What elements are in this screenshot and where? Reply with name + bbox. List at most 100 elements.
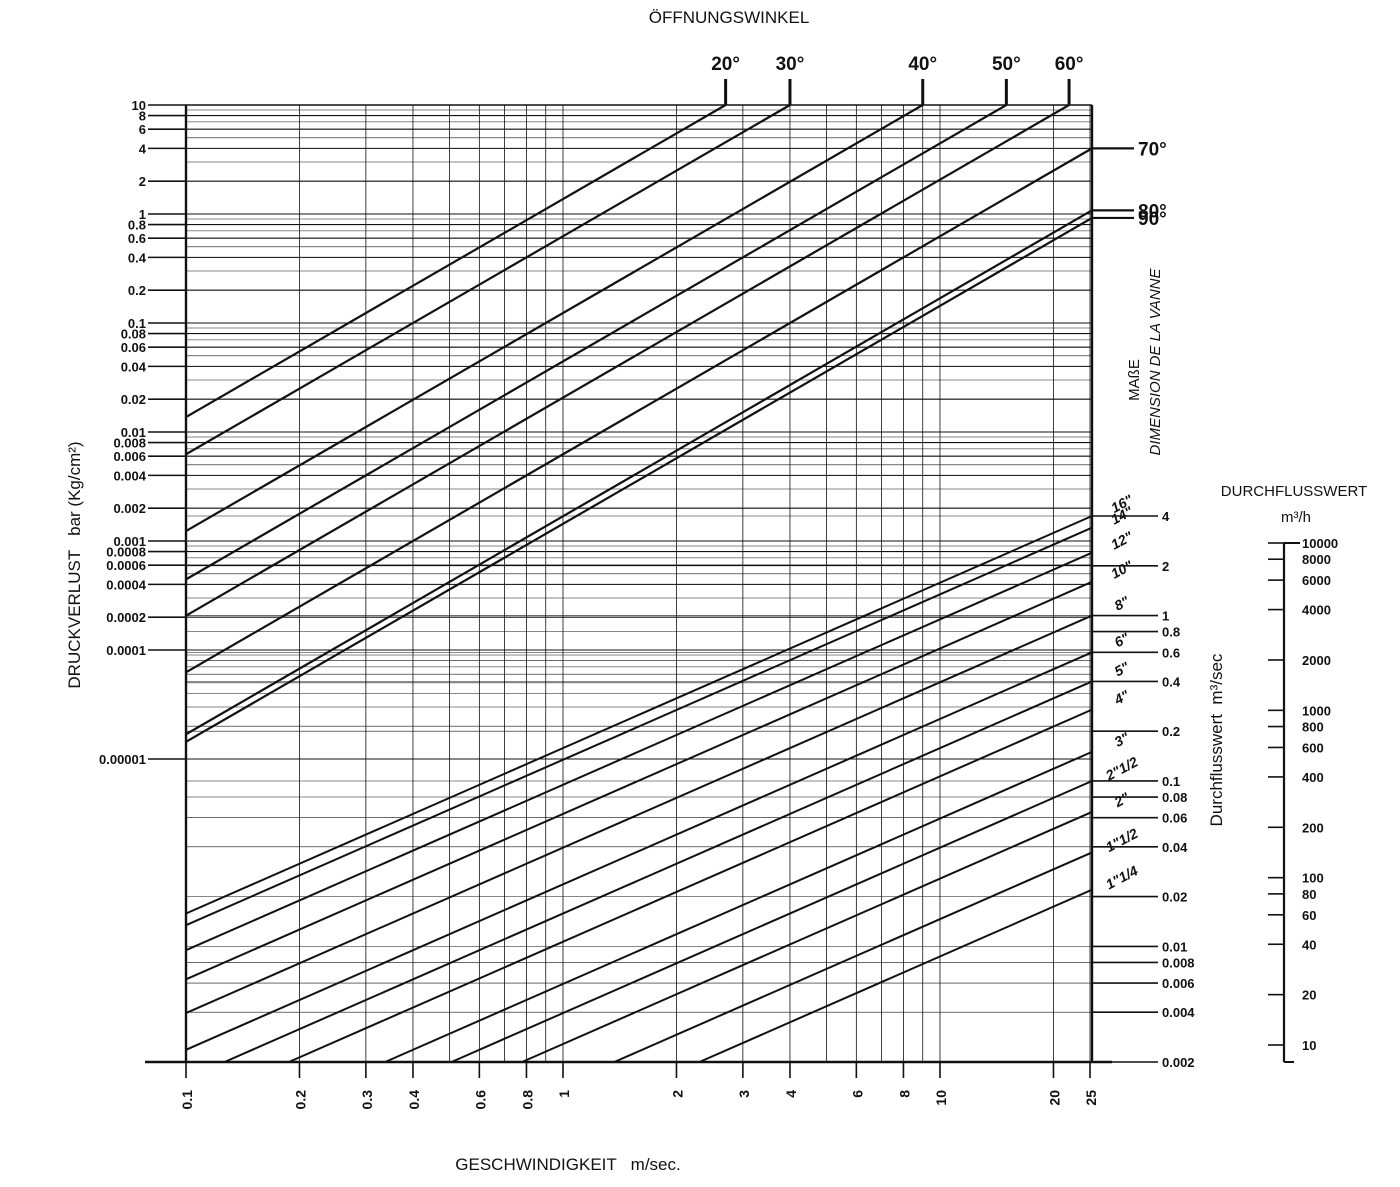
y-tick-label: 0.0004 — [106, 577, 147, 592]
flow-tick-label: 0.01 — [1162, 939, 1187, 954]
x-tick-label: 6 — [849, 1090, 865, 1098]
y-tick-label: 0.04 — [121, 359, 147, 374]
valve-size-line — [288, 708, 1093, 1063]
axes-layer — [145, 79, 1300, 1078]
valve-size-line — [185, 651, 1093, 1051]
valve-size-line — [185, 515, 1093, 915]
flow-tick-label: 0.2 — [1162, 724, 1180, 739]
m3h-tick-label: 2000 — [1302, 653, 1331, 668]
valve-size-label: 3" — [1112, 729, 1133, 750]
flow-tick-label: 0.006 — [1162, 976, 1195, 991]
tick-labels-layer: 10864210.80.60.40.20.10.080.060.040.020.… — [99, 54, 1338, 1109]
flow-tick-label: 0.6 — [1162, 645, 1180, 660]
x-tick-label: 0.6 — [472, 1090, 488, 1110]
y-tick-label: 0.0008 — [106, 545, 146, 560]
y-tick-label: 0.8 — [128, 218, 146, 233]
flow-value-title: DURCHFLUSSWERT — [1221, 483, 1367, 500]
y-tick-label: 0.001 — [113, 534, 146, 549]
flow-value-unit: m³/h — [1281, 509, 1311, 526]
angle-label: 20° — [711, 54, 740, 75]
y-axis-label: DRUCKVERLUST bar (Kg/cm²) — [65, 441, 84, 688]
x-tick-label: 0.1 — [179, 1090, 195, 1110]
m3h-tick-label: 20 — [1302, 988, 1316, 1003]
valve-size-label: 10" — [1108, 557, 1135, 582]
opening-angle-line — [185, 104, 924, 532]
m3h-tick-label: 6000 — [1302, 573, 1331, 588]
m3h-tick-label: 80 — [1302, 887, 1316, 902]
y-tick-label: 0.0002 — [106, 610, 146, 625]
opening-angle-line — [185, 147, 1093, 674]
opening-angle-line — [185, 104, 1070, 617]
angle-label: 70° — [1138, 139, 1167, 160]
valve-size-line — [613, 851, 1093, 1063]
valve-size-label: 5" — [1112, 658, 1133, 679]
x-tick-label: 0.4 — [406, 1090, 422, 1110]
y-tick-label: 0.00001 — [99, 752, 146, 767]
x-tick-label: 3 — [736, 1090, 752, 1098]
y-tick-label: 4 — [139, 141, 147, 156]
y-tick-label: 0.1 — [128, 316, 146, 331]
flow-tick-label: 0.04 — [1162, 840, 1188, 855]
opening-angle-line — [185, 104, 791, 456]
m3h-tick-label: 400 — [1302, 770, 1324, 785]
y-tick-label: 0.01 — [121, 425, 146, 440]
valve-size-line — [185, 526, 1093, 927]
flow-tick-label: 2 — [1162, 559, 1169, 574]
chart-title: ÖFFNUNGSWINKEL — [649, 8, 810, 27]
y-tick-label: 2 — [139, 174, 146, 189]
y-tick-label: 0.008 — [113, 436, 146, 451]
valve-size-line — [185, 614, 1093, 1015]
valve-size-label: 6" — [1112, 629, 1133, 650]
valve-size-label: 1"1/4 — [1103, 862, 1141, 892]
x-tick-label: 0.2 — [292, 1090, 308, 1110]
m3h-tick-label: 60 — [1302, 908, 1316, 923]
m3h-tick-label: 4000 — [1302, 603, 1331, 618]
valve-size-label: 8" — [1112, 593, 1133, 614]
y-tick-label: 0.006 — [113, 449, 146, 464]
y-tick-label: 0.6 — [128, 231, 146, 246]
x-tick-label: 20 — [1046, 1090, 1062, 1106]
y-tick-label: 0.0006 — [106, 558, 146, 573]
valve-size-line — [185, 551, 1093, 952]
size-axis-label-2: DIMENSION DE LA VANNE — [1147, 268, 1164, 456]
flow-tick-label: 0.1 — [1162, 774, 1180, 789]
flow-tick-label: 1 — [1162, 609, 1169, 624]
valve-size-line — [451, 780, 1093, 1063]
y-tick-label: 8 — [139, 109, 146, 124]
y-tick-label: 0.2 — [128, 283, 146, 298]
x-tick-label: 25 — [1083, 1090, 1099, 1106]
valve-size-label: 2" — [1111, 789, 1132, 811]
y-tick-label: 0.02 — [121, 392, 146, 407]
flow-tick-label: 0.008 — [1162, 955, 1195, 970]
angle-label: 40° — [908, 54, 937, 75]
y-tick-label: 0.004 — [113, 468, 146, 483]
valve-size-line — [521, 811, 1093, 1063]
valve-size-line — [224, 680, 1093, 1063]
opening-angle-line — [185, 216, 1093, 743]
x-tick-label: 2 — [669, 1090, 685, 1098]
valve-size-line — [384, 750, 1093, 1063]
size-axis-label-1: MAßE — [1126, 359, 1143, 401]
m3h-tick-label: 800 — [1302, 720, 1324, 735]
flow-rate-axis-label: Durchflusswert m³/sec — [1207, 653, 1226, 826]
flow-tick-label: 0.002 — [1162, 1055, 1195, 1070]
y-tick-label: 0.08 — [121, 327, 146, 342]
opening-angle-line — [185, 104, 727, 418]
y-tick-label: 0.0001 — [106, 643, 146, 658]
flow-tick-label: 0.06 — [1162, 811, 1187, 826]
valve-size-line — [185, 580, 1093, 981]
m3h-tick-label: 1000 — [1302, 703, 1331, 718]
y-tick-label: 6 — [139, 122, 146, 137]
valve-size-label: 4" — [1111, 687, 1132, 709]
flow-tick-label: 4 — [1162, 509, 1170, 524]
valve-size-line — [699, 888, 1093, 1063]
angle-label: 90° — [1138, 209, 1167, 230]
m3h-tick-label: 100 — [1302, 871, 1324, 886]
valve-size-label: 12" — [1108, 528, 1135, 553]
m3h-tick-label: 10000 — [1302, 536, 1338, 551]
y-tick-label: 0.4 — [128, 250, 147, 265]
m3h-tick-label: 10 — [1302, 1038, 1316, 1053]
x-tick-label: 10 — [933, 1090, 949, 1106]
x-tick-label: 4 — [783, 1090, 799, 1098]
